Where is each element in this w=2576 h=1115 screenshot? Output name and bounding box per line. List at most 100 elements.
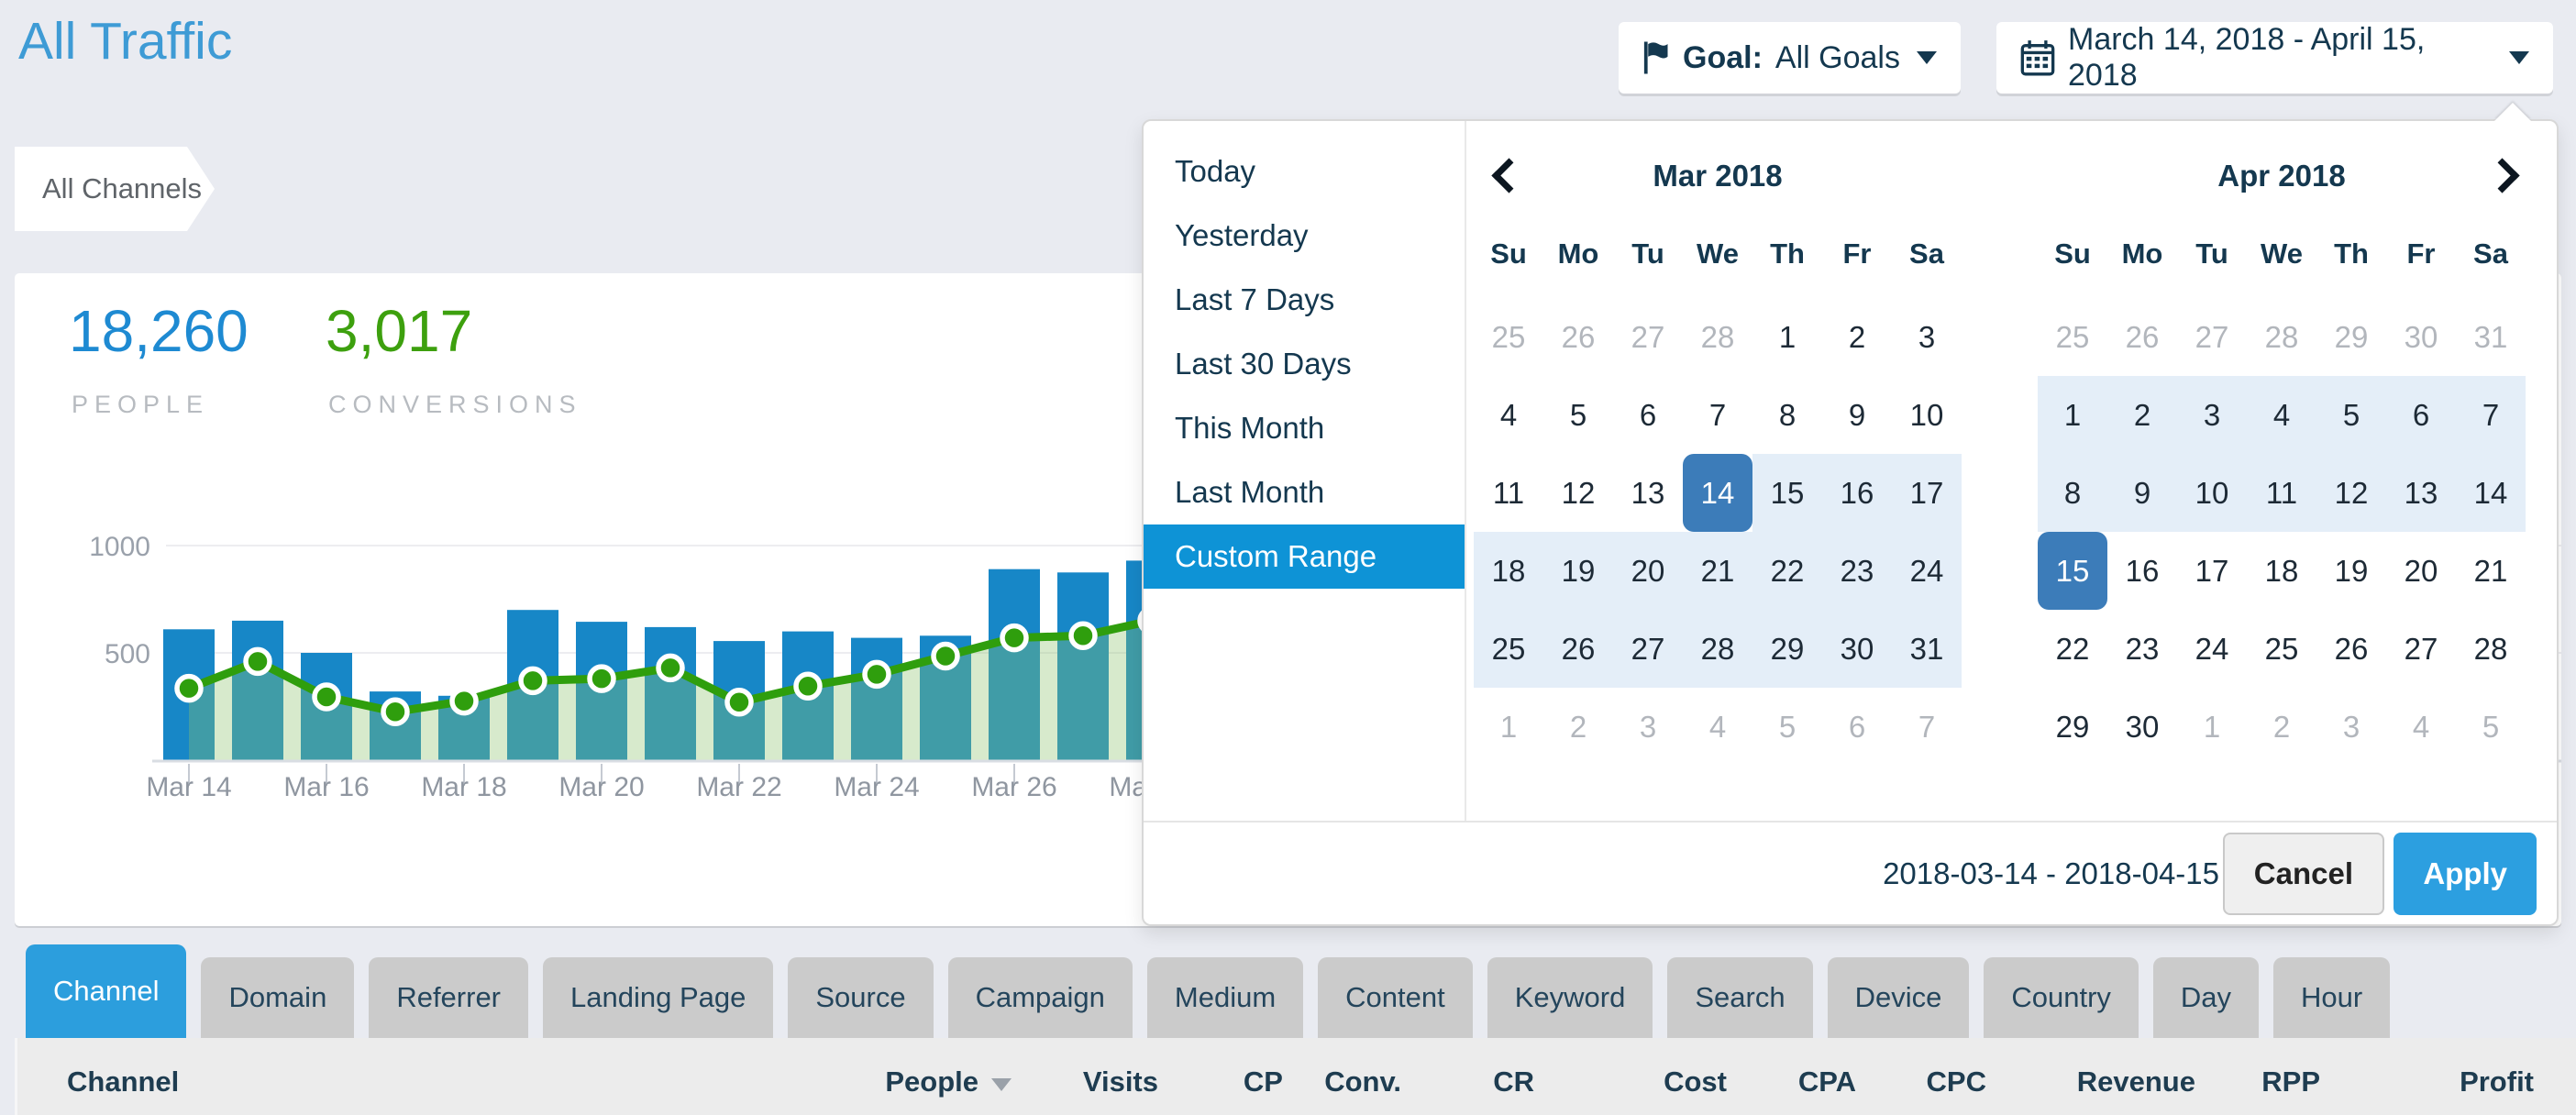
tab-landing-page[interactable]: Landing Page bbox=[543, 957, 774, 1038]
calendar-day[interactable]: 11 bbox=[2247, 454, 2316, 532]
calendar-day[interactable]: 20 bbox=[1613, 532, 1683, 610]
tab-search[interactable]: Search bbox=[1667, 957, 1813, 1038]
calendar-day[interactable]: 25 bbox=[1491, 319, 1526, 354]
calendar-day[interactable]: 5 bbox=[2482, 709, 2500, 744]
calendar-day[interactable]: 6 bbox=[1848, 709, 1866, 744]
calendar-day[interactable]: 18 bbox=[2264, 553, 2299, 588]
calendar-day[interactable]: 3 bbox=[2177, 376, 2247, 454]
calendar-day[interactable]: 13 bbox=[2386, 454, 2456, 532]
calendar-day[interactable]: 12 bbox=[1561, 475, 1596, 510]
calendar-day[interactable]: 19 bbox=[2334, 553, 2369, 588]
channel-filter-tag[interactable]: All Channels bbox=[15, 147, 215, 231]
calendar-day[interactable]: 2 bbox=[2107, 376, 2177, 454]
calendar-day[interactable]: 4 bbox=[2247, 376, 2316, 454]
calendar-day[interactable]: 29 bbox=[2334, 319, 2369, 354]
calendar-day[interactable]: 1 bbox=[2203, 709, 2221, 744]
calendar-day[interactable]: 9 bbox=[2107, 454, 2177, 532]
calendar-day[interactable]: 16 bbox=[1822, 454, 1892, 532]
tab-day[interactable]: Day bbox=[2152, 957, 2260, 1038]
calendar-day[interactable]: 21 bbox=[1683, 532, 1752, 610]
calendar-day[interactable]: 27 bbox=[2404, 631, 2438, 666]
calendar-day[interactable]: 7 bbox=[1918, 709, 1936, 744]
calendar-day[interactable]: 26 bbox=[2125, 319, 2160, 354]
calendar-day[interactable]: 5 bbox=[1778, 709, 1797, 744]
calendar-day[interactable]: 17 bbox=[1892, 454, 1962, 532]
tab-campaign[interactable]: Campaign bbox=[947, 957, 1133, 1038]
column-header-rpp[interactable]: RPP bbox=[2261, 1065, 2320, 1098]
calendar-day[interactable]: 20 bbox=[2404, 553, 2438, 588]
goal-selector-button[interactable]: Goal: All Goals bbox=[1619, 22, 1961, 94]
calendar-day[interactable]: 11 bbox=[1492, 475, 1525, 510]
calendar-day[interactable]: 2 bbox=[2272, 709, 2291, 744]
calendar-day[interactable]: 15 bbox=[1752, 454, 1822, 532]
calendar-day[interactable]: 8 bbox=[2038, 454, 2107, 532]
column-header-people[interactable]: People bbox=[885, 1054, 1012, 1109]
calendar-day[interactable]: 26 bbox=[1543, 610, 1613, 688]
calendar-day[interactable]: 4 bbox=[1708, 709, 1727, 744]
calendar-day[interactable]: 27 bbox=[1613, 610, 1683, 688]
calendar-day[interactable]: 13 bbox=[1631, 475, 1665, 510]
calendar-day[interactable]: 19 bbox=[1543, 532, 1613, 610]
datepicker-option-this-month[interactable]: This Month bbox=[1175, 411, 1325, 445]
tab-source[interactable]: Source bbox=[788, 957, 934, 1038]
calendar-day[interactable]: 6 bbox=[1639, 397, 1657, 432]
calendar-day[interactable]: 2 bbox=[1848, 319, 1866, 354]
calendar-day[interactable]: 6 bbox=[2386, 376, 2456, 454]
datepicker-option-today[interactable]: Today bbox=[1175, 154, 1256, 188]
calendar-day[interactable]: 9 bbox=[1848, 397, 1866, 432]
calendar-day[interactable]: 18 bbox=[1474, 532, 1543, 610]
datepicker-option-last-month[interactable]: Last Month bbox=[1175, 475, 1325, 509]
calendar-day[interactable]: 28 bbox=[2264, 319, 2299, 354]
column-header-visits[interactable]: Visits bbox=[1082, 1065, 1158, 1098]
tab-hour[interactable]: Hour bbox=[2273, 957, 2391, 1038]
date-range-button[interactable]: March 14, 2018 - April 15, 2018 bbox=[1996, 22, 2553, 94]
calendar-day[interactable]: 22 bbox=[1752, 532, 1822, 610]
tab-country[interactable]: Country bbox=[1984, 957, 2139, 1038]
tab-device[interactable]: Device bbox=[1827, 957, 1970, 1038]
calendar-day[interactable]: 28 bbox=[2473, 631, 2508, 666]
column-header-cr[interactable]: CR bbox=[1493, 1065, 1534, 1098]
calendar-day[interactable]: 17 bbox=[2195, 553, 2229, 588]
calendar-day[interactable]: 27 bbox=[1631, 319, 1665, 354]
calendar-day[interactable]: 12 bbox=[2316, 454, 2386, 532]
calendar-day[interactable]: 15 bbox=[2038, 532, 2107, 610]
calendar-day[interactable]: 26 bbox=[2334, 631, 2369, 666]
datepicker-option-yesterday[interactable]: Yesterday bbox=[1175, 218, 1309, 252]
calendar-day[interactable]: 24 bbox=[1892, 532, 1962, 610]
calendar-day[interactable]: 7 bbox=[1708, 397, 1727, 432]
tab-content[interactable]: Content bbox=[1318, 957, 1473, 1038]
calendar-day[interactable]: 5 bbox=[2316, 376, 2386, 454]
calendar-day[interactable]: 25 bbox=[2055, 319, 2090, 354]
calendar-day[interactable]: 30 bbox=[1822, 610, 1892, 688]
column-header-channel[interactable]: Channel bbox=[67, 1065, 180, 1098]
calendar-day[interactable]: 5 bbox=[1569, 397, 1587, 432]
calendar-day[interactable]: 21 bbox=[2473, 553, 2508, 588]
calendar-day[interactable]: 31 bbox=[2473, 319, 2508, 354]
calendar-day[interactable]: 14 bbox=[2456, 454, 2526, 532]
column-header-revenue[interactable]: Revenue bbox=[2076, 1065, 2195, 1098]
calendar-day[interactable]: 4 bbox=[2412, 709, 2430, 744]
calendar-day[interactable]: 3 bbox=[1639, 709, 1657, 744]
calendar-day[interactable]: 29 bbox=[1752, 610, 1822, 688]
calendar-day[interactable]: 1 bbox=[1778, 319, 1797, 354]
column-header-cost[interactable]: Cost bbox=[1664, 1065, 1727, 1098]
column-header-conv-[interactable]: Conv. bbox=[1324, 1065, 1401, 1098]
calendar-day[interactable]: 27 bbox=[2195, 319, 2229, 354]
cancel-button[interactable]: Cancel bbox=[2222, 833, 2384, 915]
calendar-day[interactable]: 3 bbox=[2342, 709, 2360, 744]
tab-medium[interactable]: Medium bbox=[1146, 957, 1304, 1038]
calendar-day[interactable]: 28 bbox=[1700, 319, 1735, 354]
column-header-cpc[interactable]: CPC bbox=[1926, 1065, 1986, 1098]
calendar-day[interactable]: 30 bbox=[2404, 319, 2438, 354]
calendar-day[interactable]: 28 bbox=[1683, 610, 1752, 688]
calendar-day[interactable]: 25 bbox=[1474, 610, 1543, 688]
calendar-day[interactable]: 10 bbox=[2177, 454, 2247, 532]
calendar-day[interactable]: 30 bbox=[2125, 709, 2160, 744]
calendar-day[interactable]: 23 bbox=[1822, 532, 1892, 610]
calendar-day[interactable]: 25 bbox=[2264, 631, 2299, 666]
tab-referrer[interactable]: Referrer bbox=[369, 957, 529, 1038]
calendar-day[interactable]: 10 bbox=[1909, 397, 1944, 432]
calendar-day[interactable]: 8 bbox=[1778, 397, 1797, 432]
calendar-day[interactable]: 26 bbox=[1561, 319, 1596, 354]
calendar-day[interactable]: 14 bbox=[1683, 454, 1752, 532]
